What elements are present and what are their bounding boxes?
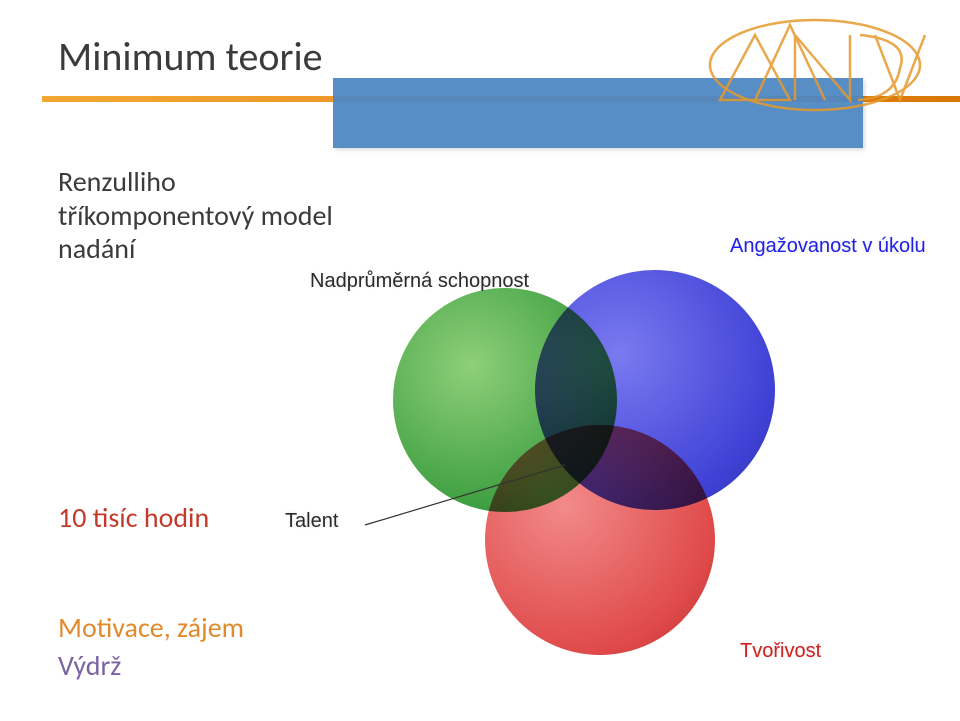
venn-label-green: Nadprůměrná schopnost <box>310 270 529 293</box>
nidv-logo <box>700 10 930 120</box>
venn-label-red: Tvořivost <box>740 640 821 663</box>
slide-title: Minimum teorie <box>58 32 323 81</box>
venn-circle-red <box>485 425 715 655</box>
venn-diagram: Nadprůměrná schopnost Angažovanost v úko… <box>310 235 960 705</box>
subtitle-line-1: Renzulliho <box>58 165 333 199</box>
venn-label-talent: Talent <box>285 510 338 533</box>
list-item-red: 10 tisíc hodin <box>58 500 209 535</box>
subtitle-line-3: nadání <box>58 232 333 266</box>
list-item-orange: Motivace, zájem <box>58 610 244 645</box>
list-item-purple: Výdrž <box>58 648 121 683</box>
subtitle-line-2: tříkomponentový model <box>58 199 333 233</box>
venn-label-blue: Angažovanost v úkolu <box>730 235 926 258</box>
subtitle: Renzulliho tříkomponentový model nadání <box>58 165 333 266</box>
